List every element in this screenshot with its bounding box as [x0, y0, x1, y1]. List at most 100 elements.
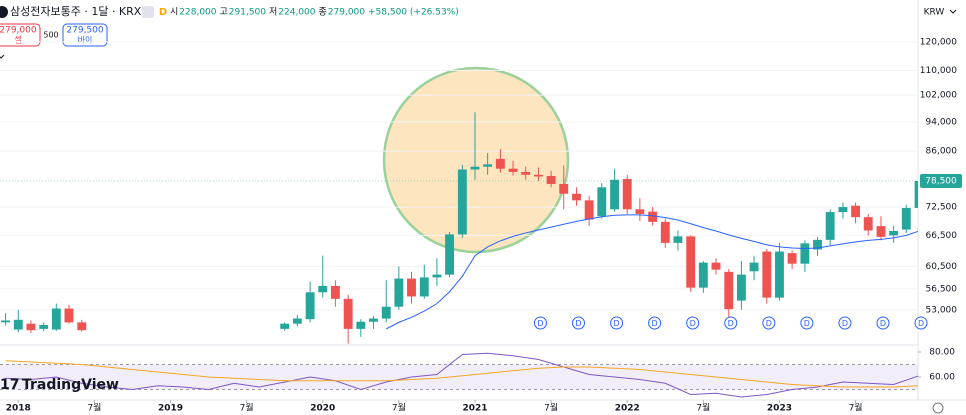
ohlc-row: 시 228,000 고 291,500 저 224,000 종 279,000 +58,500 … — [170, 7, 459, 18]
candle-body — [445, 234, 455, 275]
candle-body — [280, 323, 290, 329]
candle-body — [749, 262, 759, 272]
moving-average — [386, 214, 918, 330]
candle-body — [39, 324, 49, 329]
candle-body — [13, 319, 23, 330]
candle-body — [407, 278, 416, 297]
y-tick-label: 94,000 — [926, 117, 958, 127]
indicator-pane — [0, 352, 918, 398]
candle-body — [26, 323, 36, 331]
dividend-marker — [876, 316, 890, 330]
price-tag-label: 78,500 — [925, 177, 957, 187]
dividend-label: D — [613, 319, 619, 328]
dividend-marker — [533, 316, 547, 330]
candle-body — [762, 251, 772, 298]
x-tick-label: 2018 — [6, 404, 31, 414]
ohlc-label: 고 — [220, 8, 228, 18]
main-pane — [0, 41, 918, 344]
x-tick-label: 7월 — [392, 402, 406, 414]
dividend-marker — [914, 316, 928, 330]
candle-body — [64, 308, 74, 323]
ohlc-label: 종 — [319, 7, 327, 18]
candle-body — [724, 271, 734, 310]
dividend-marker — [800, 316, 814, 330]
x-tick-label: 7월 — [87, 402, 101, 414]
candle-body — [635, 209, 645, 214]
candle-body — [863, 217, 873, 231]
x-tick-label: 7월 — [696, 402, 710, 414]
candle-body — [369, 318, 378, 322]
indicator-line — [5, 352, 918, 398]
symbol[interactable]: 삼성전자보통주 · 1달 · KRX — [10, 5, 142, 18]
x-tick-label: 2021 — [462, 404, 487, 414]
candle-body — [901, 207, 911, 230]
dividend-marker — [610, 316, 624, 330]
candle-body — [51, 308, 61, 330]
dividend-label: D — [575, 319, 581, 328]
y-tick-label: 56,500 — [926, 284, 958, 294]
currency[interactable]: KRW — [924, 8, 945, 18]
y-tick-label: 80.00 — [929, 348, 955, 358]
buy-label: 바이 — [78, 35, 93, 45]
candle-body — [698, 262, 708, 288]
candle-body — [394, 278, 404, 307]
candle-body — [1, 320, 11, 323]
flag: D — [159, 7, 167, 18]
candle-body — [686, 236, 696, 288]
candle-body — [292, 318, 302, 324]
indicator-band — [0, 364, 918, 390]
ohlc-label: 저 — [269, 7, 277, 18]
candle-body — [889, 230, 899, 236]
candle-body — [470, 166, 480, 170]
settings-icon[interactable] — [932, 402, 944, 414]
dividend-marker — [762, 316, 776, 330]
y-tick-label: 120,000 — [920, 37, 957, 47]
x-tick-label: 2022 — [615, 404, 640, 414]
brand: TradingView — [22, 377, 119, 393]
candle-body — [622, 178, 632, 210]
ohlc-label: 시 — [170, 7, 178, 18]
candle-body — [736, 274, 746, 301]
y-tick-label: 60,500 — [926, 262, 958, 272]
candle-body — [559, 183, 569, 194]
candle-body — [787, 253, 797, 264]
candle-body — [432, 274, 442, 278]
y-tick-label: 110,000 — [920, 66, 957, 76]
y-tick-label: 102,000 — [920, 91, 957, 101]
dividend-label: D — [842, 319, 848, 328]
candle-body — [77, 322, 87, 331]
candle-body — [534, 174, 543, 177]
dividend-marker — [572, 316, 586, 330]
candle-body — [419, 277, 429, 297]
ohlc-value: 279,000 — [328, 8, 365, 18]
x-tick-label: 7월 — [849, 402, 863, 414]
candle-body — [673, 236, 683, 243]
flag-icon[interactable] — [142, 6, 154, 18]
currency-dropdown[interactable] — [949, 9, 957, 14]
candle-body — [457, 169, 467, 235]
x-tick-label: 2020 — [310, 404, 335, 414]
price-tag — [920, 174, 962, 189]
sell-price: 279,000 — [0, 26, 37, 36]
candle-body — [660, 221, 670, 243]
sell-button[interactable] — [0, 23, 41, 47]
ohlc-value: 291,500 — [229, 8, 266, 18]
candle-body — [711, 262, 721, 270]
dividend-label: D — [537, 319, 543, 328]
candle-body — [838, 207, 848, 213]
candle-body — [597, 187, 607, 217]
candle-body — [914, 181, 918, 208]
dividend-marker — [686, 316, 700, 330]
candle-body — [495, 158, 505, 169]
candle-body — [775, 251, 784, 298]
candle-body — [546, 176, 556, 184]
x-tick-label: 7월 — [240, 402, 254, 414]
buy-price: 279,500 — [66, 26, 103, 36]
collapse-toggle[interactable] — [0, 54, 5, 59]
symbol-logo — [0, 6, 8, 18]
candle-body — [584, 200, 594, 220]
dividend-label: D — [652, 319, 658, 328]
buy-button[interactable] — [62, 23, 108, 47]
candle-body — [572, 193, 581, 201]
